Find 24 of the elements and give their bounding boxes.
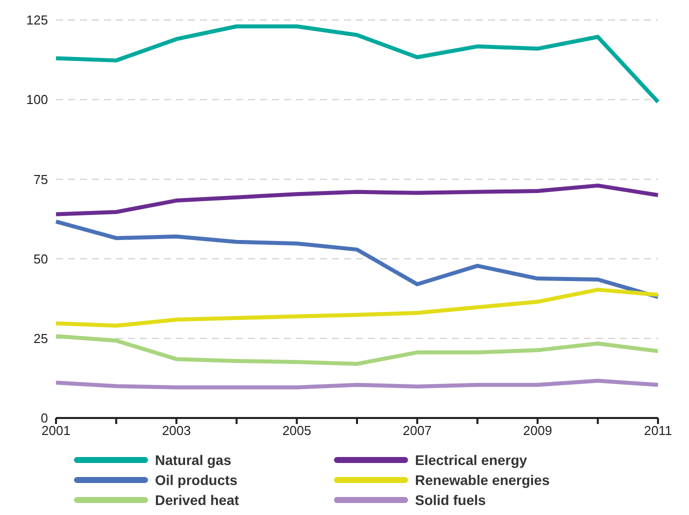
y-tick-label: 25 xyxy=(34,331,48,346)
y-tick-label: 75 xyxy=(34,172,48,187)
x-tick-label: 2005 xyxy=(282,423,312,438)
x-tick-label: 2009 xyxy=(523,423,552,438)
legend-label: Solid fuels xyxy=(415,492,486,508)
x-tick-label: 2001 xyxy=(42,423,70,438)
y-tick-label: 50 xyxy=(34,251,48,266)
x-tick-label: 2007 xyxy=(402,423,432,438)
legend-label: Electrical energy xyxy=(415,452,528,468)
line-series xyxy=(54,334,660,366)
x-tick-label: 2011 xyxy=(644,423,672,438)
legend-label: Oil products xyxy=(155,472,238,488)
legend-label: Natural gas xyxy=(155,452,232,468)
line-series xyxy=(54,378,660,390)
line-series xyxy=(54,24,660,104)
x-tick-label: 2003 xyxy=(162,423,191,438)
legend-label: Derived heat xyxy=(155,492,240,508)
y-tick-label: 100 xyxy=(26,92,48,108)
line-series xyxy=(54,184,660,216)
legend-label: Renewable energies xyxy=(415,472,550,488)
y-tick-label: 0 xyxy=(40,410,48,426)
line-series xyxy=(54,220,660,300)
y-tick-label: 125 xyxy=(26,12,48,28)
line-series xyxy=(54,288,660,328)
